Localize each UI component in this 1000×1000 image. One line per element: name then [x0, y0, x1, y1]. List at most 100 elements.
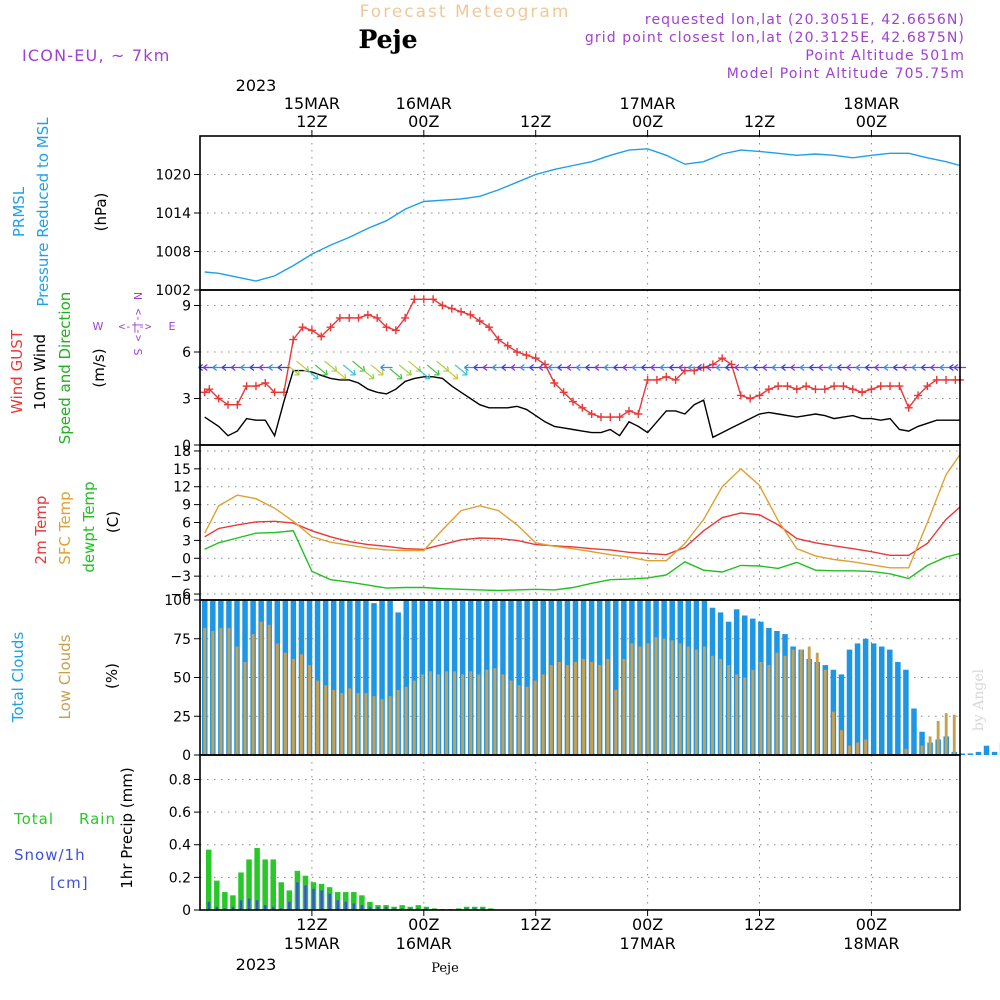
wind-arrow [277, 364, 290, 371]
snow-bar [328, 893, 331, 910]
gust-marker [457, 307, 466, 316]
gust-marker [251, 382, 260, 391]
low-cloud-bar [783, 655, 787, 755]
snow-bar [384, 906, 388, 910]
low-cloud-bar [477, 674, 481, 755]
snow-bar [207, 901, 210, 910]
x-tick-time-bottom: 12Z [296, 915, 327, 934]
low-cloud-bar [791, 649, 795, 755]
wind-arrow [417, 368, 431, 380]
low-cloud-bar [340, 693, 344, 755]
gust-marker [494, 335, 503, 344]
snow-label: Snow/1h [14, 846, 86, 864]
wind-arrow [454, 364, 468, 376]
total-cloud-bar [959, 753, 966, 755]
wind-arrow [333, 368, 347, 380]
rain-label: Rain [79, 810, 116, 828]
compass-e: E [169, 320, 176, 333]
low-cloud-bar [598, 665, 602, 755]
model-label: ICON-EU, ~ 7km [22, 46, 171, 65]
low-cloud-bar [751, 669, 755, 755]
gust-marker [354, 313, 363, 322]
gust-marker [848, 385, 857, 394]
low-cloud-bar [565, 665, 569, 755]
low-cloud-bar [380, 699, 384, 755]
gust-marker [718, 354, 727, 363]
rain-bar [214, 880, 220, 910]
rain-bar [343, 892, 349, 910]
low-cloud-bar [606, 658, 610, 755]
y-tick-label: 25 [173, 709, 191, 725]
gust-marker [223, 400, 232, 409]
low-cloud-bar [839, 730, 843, 755]
precip-unit-label: 1hr Precip (mm) [118, 767, 136, 888]
total-cloud-bar [355, 600, 361, 755]
compass-s: S [131, 349, 144, 356]
gust-marker [662, 372, 671, 381]
low-cloud-bar [259, 621, 263, 755]
gust-marker [606, 413, 615, 422]
snow-bar [376, 906, 380, 910]
low-cloud-bar [815, 652, 819, 755]
snow-bar [417, 908, 420, 910]
gust-marker [755, 391, 764, 400]
snow-bar [223, 908, 227, 910]
y-tick-label: 3 [182, 392, 191, 408]
total-clouds-label: Total Clouds [9, 632, 27, 724]
x-tick-date-bottom: 17MAR [619, 934, 675, 953]
low-cloud-bar [533, 680, 537, 755]
low-cloud-bar [775, 652, 779, 755]
low-cloud-bar [743, 677, 747, 755]
pressure-desc-label: Pressure Reduced to MSL [34, 117, 52, 307]
total-cloud-bar [363, 600, 369, 755]
rain-bar [399, 905, 405, 910]
low-cloud-bar [582, 658, 585, 755]
low-cloud-bar [283, 652, 287, 755]
low-cloud-bar [638, 646, 642, 755]
snow-bar [255, 900, 259, 910]
wind-arrow [398, 364, 412, 376]
y-tick-label: 15 [173, 462, 191, 478]
gust-marker [746, 394, 755, 403]
gust-marker [419, 295, 428, 304]
snow-bar [336, 900, 339, 910]
snow-bar [304, 885, 307, 910]
low-cloud-bar [952, 714, 956, 755]
model-altitude: Model Point Altitude 705.75m [727, 66, 965, 82]
rain-bar [359, 895, 365, 910]
total-cloud-bar [895, 662, 901, 755]
total-cloud-bar [524, 600, 530, 755]
total-cloud-bar [508, 600, 514, 755]
y-tick-label: 0.8 [169, 772, 191, 788]
low-cloud-bar [211, 631, 215, 755]
snow-bar [215, 906, 219, 910]
wind-arrow [426, 364, 440, 376]
low-cloud-bar [324, 685, 328, 755]
grid-layer [200, 136, 960, 910]
low-cloud-bar [557, 662, 561, 755]
wind-arrow [286, 364, 300, 376]
gust-marker [615, 413, 624, 422]
low-cloud-bar [670, 640, 674, 755]
total-label: Total [13, 810, 54, 828]
axis-layer: 10021008101410200369−6−30369121518025507… [155, 94, 899, 953]
rain-bar [278, 882, 285, 910]
low-cloud-bar [461, 674, 465, 755]
gust-marker [485, 323, 494, 332]
sfc-temp-label: SFC Temp [56, 491, 74, 564]
low-cloud-bar [678, 643, 682, 755]
total-cloud-bar [838, 674, 845, 755]
rain-bar [246, 859, 252, 910]
gust-marker [764, 385, 773, 394]
y-tick-label: 1014 [155, 206, 191, 222]
y-tick-label: 0.6 [169, 805, 191, 821]
total-cloud-bar [613, 600, 619, 755]
low-cloud-bar [445, 671, 448, 755]
gust-marker [401, 313, 410, 322]
gust-marker [830, 382, 839, 391]
gust-marker [559, 388, 568, 397]
y-tick-label: 0 [182, 438, 191, 454]
gust-marker [895, 382, 904, 391]
snow-bar [271, 906, 275, 910]
